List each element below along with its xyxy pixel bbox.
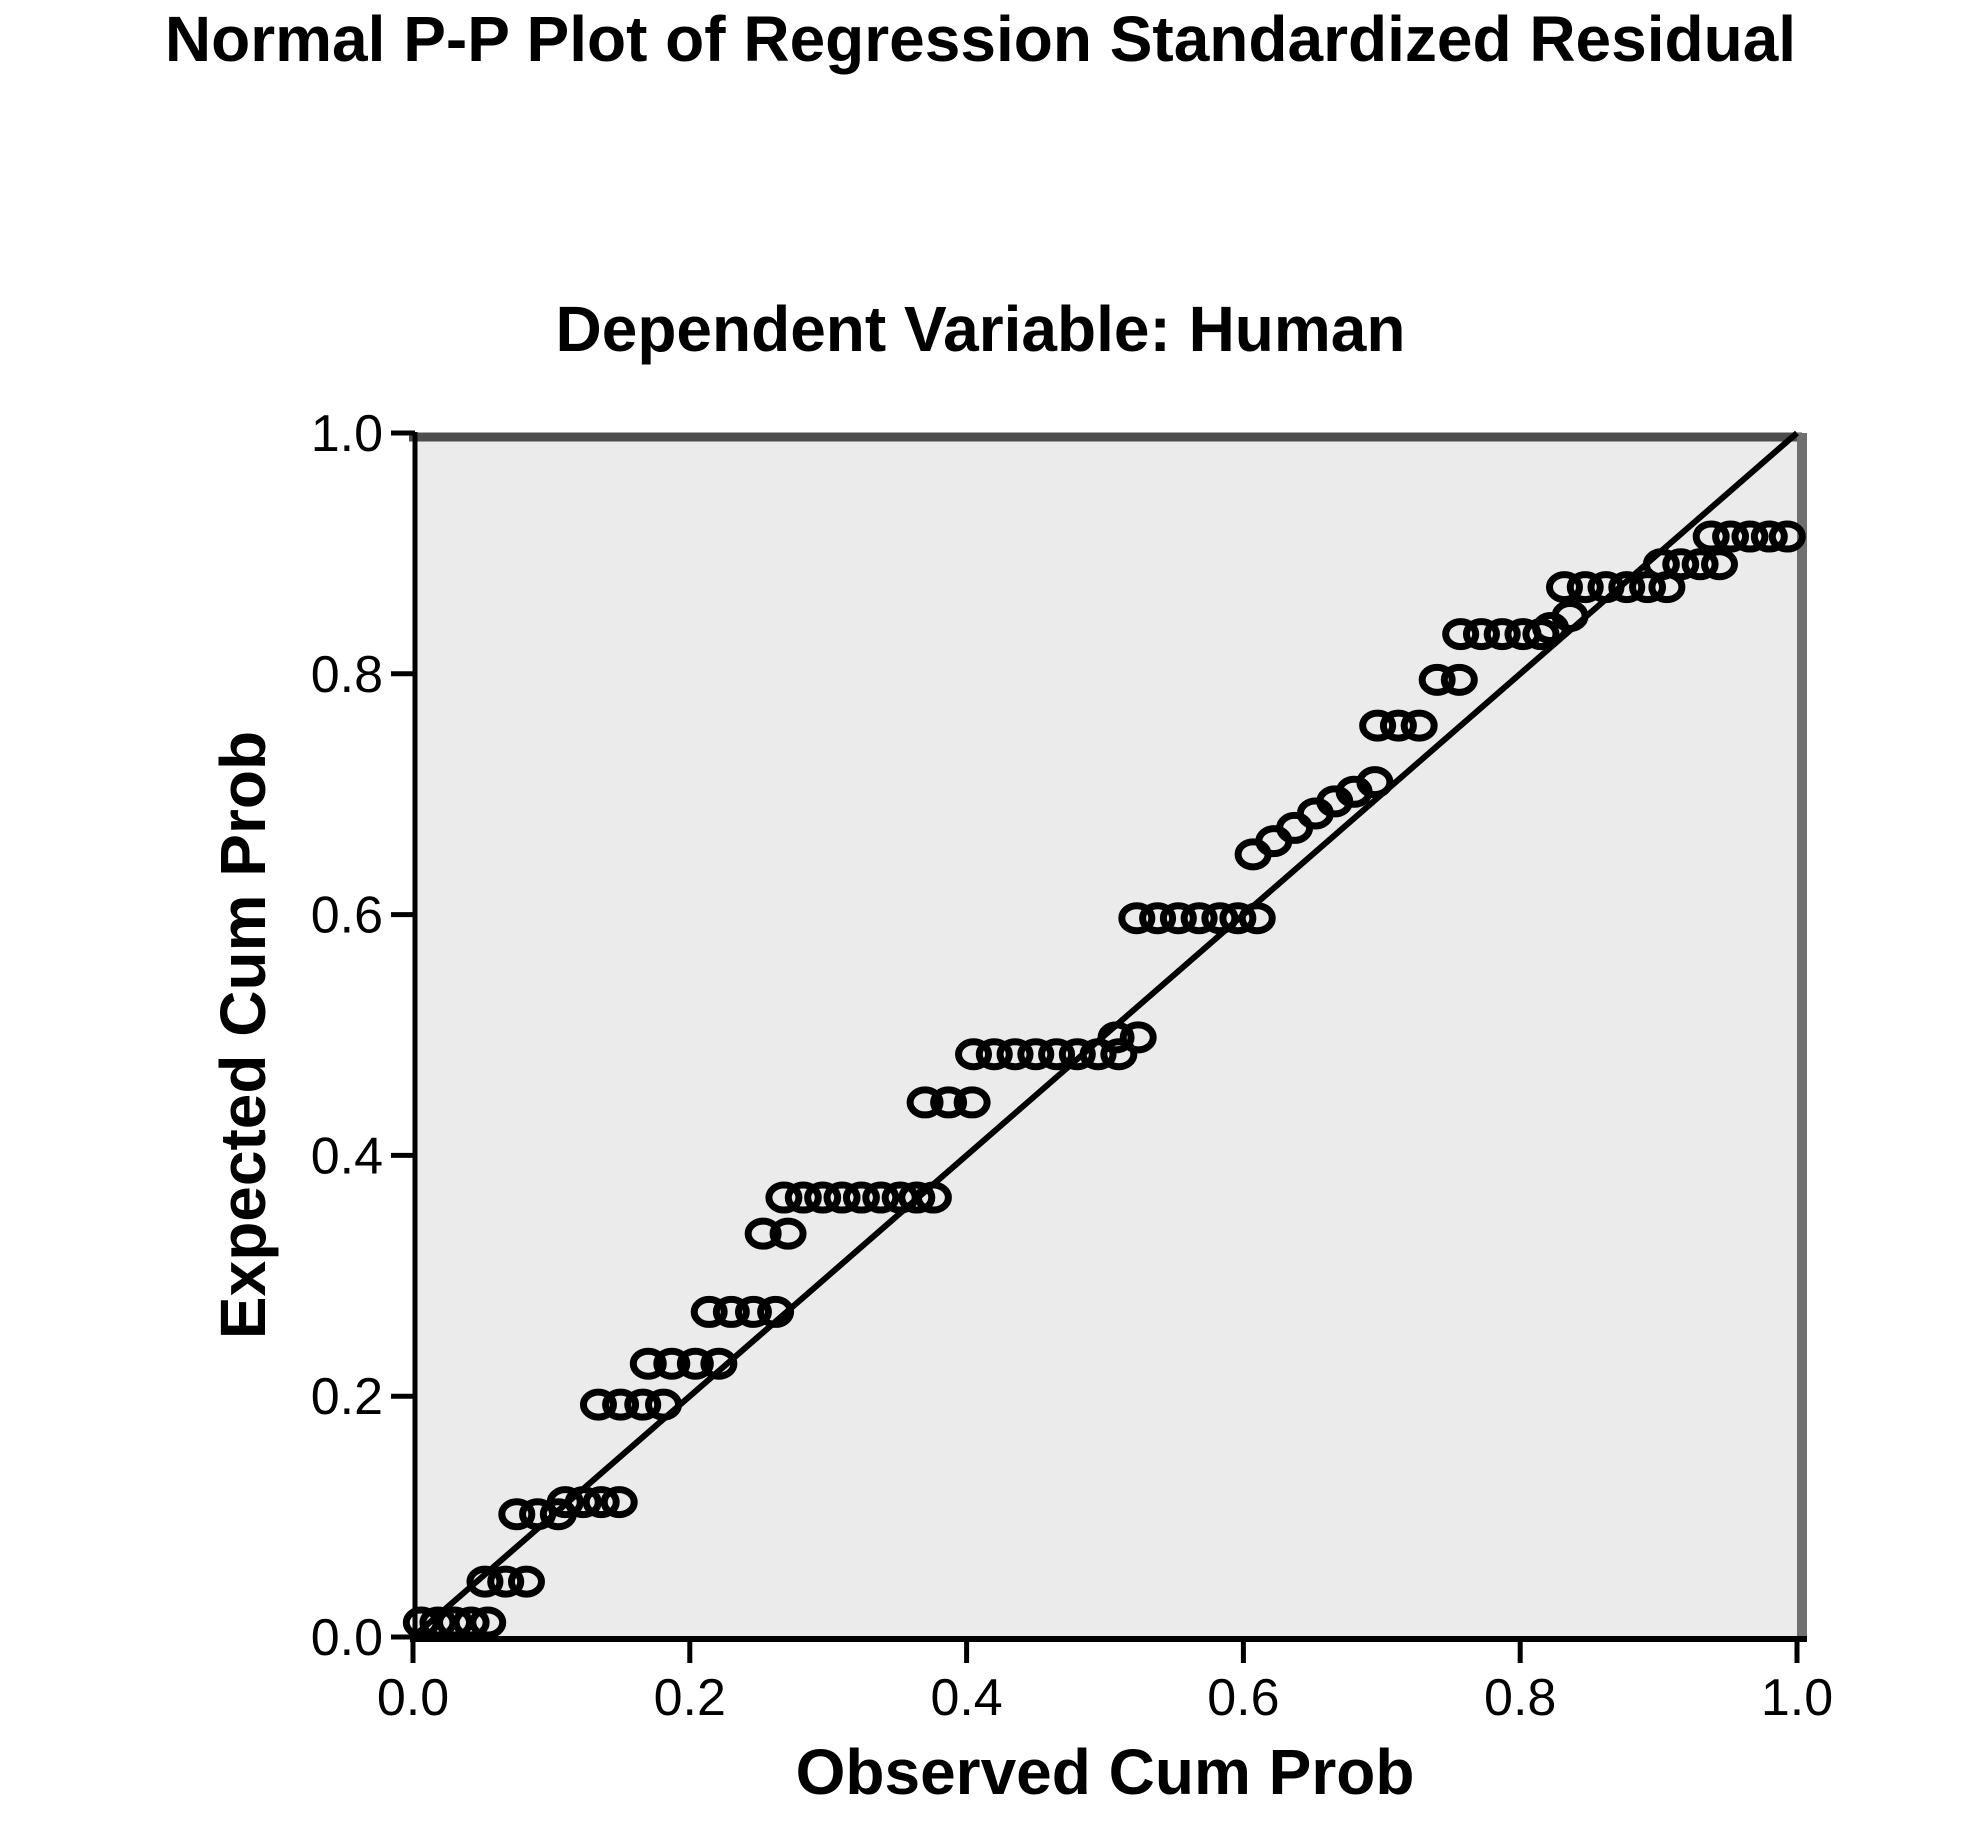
data-point-marker	[914, 1181, 952, 1214]
data-point-marker	[1400, 709, 1438, 742]
data-point-marker	[1356, 766, 1394, 799]
y-tick-label: 0.6	[311, 887, 383, 945]
data-point-marker	[452, 1606, 490, 1639]
data-point-marker	[784, 1181, 822, 1214]
data-point-marker	[1731, 520, 1769, 553]
data-point-marker	[1440, 663, 1478, 696]
data-point-marker	[1545, 571, 1583, 604]
data-point-marker	[507, 1565, 545, 1598]
data-point-marker	[1097, 1021, 1135, 1054]
data-point-marker	[1359, 709, 1397, 742]
data-point-marker	[564, 1486, 602, 1519]
data-point-marker	[744, 1217, 782, 1250]
chart-subtitle: Dependent Variable: Human	[555, 293, 1406, 365]
data-point-marker	[1100, 1038, 1138, 1071]
data-point-marker	[624, 1388, 662, 1421]
data-point-marker	[1712, 520, 1750, 553]
data-point-marker	[1462, 618, 1500, 651]
data-point-marker	[1201, 902, 1239, 935]
data-point-marker	[1608, 571, 1646, 604]
data-point-marker	[769, 1217, 807, 1250]
data-point-marker	[975, 1038, 1013, 1071]
data-point-marker	[953, 1086, 991, 1119]
data-point-marker	[498, 1498, 536, 1531]
data-point-marker	[930, 1086, 968, 1119]
data-point-marker	[757, 1295, 795, 1328]
data-point-marker	[1442, 618, 1480, 651]
data-point-marker	[1551, 600, 1589, 633]
data-point-marker	[823, 1181, 861, 1214]
data-point-marker	[906, 1086, 944, 1119]
data-point-marker	[579, 1388, 617, 1421]
data-point-marker	[653, 1347, 691, 1380]
data-point-marker	[1700, 548, 1738, 581]
data-point-marker	[645, 1388, 683, 1421]
data-point-marker	[1692, 520, 1730, 553]
data-point-marker	[466, 1565, 504, 1598]
y-tick-label: 0.2	[311, 1368, 383, 1426]
data-point-marker	[1418, 663, 1456, 696]
x-tick-label: 1.0	[1761, 1669, 1833, 1727]
data-point-marker	[842, 1181, 880, 1214]
data-point-marker	[996, 1038, 1034, 1071]
data-point-marker	[1079, 1038, 1117, 1071]
data-point-marker	[487, 1565, 525, 1598]
y-tick-label: 0.4	[311, 1127, 383, 1185]
x-axis-label: Observed Cum Prob	[795, 1736, 1415, 1808]
data-point-marker	[1219, 902, 1257, 935]
data-point-marker	[765, 1181, 803, 1214]
y-tick-label: 1.0	[311, 405, 383, 463]
data-point-marker	[862, 1181, 900, 1214]
data-point-marker	[1587, 571, 1625, 604]
x-tick-label: 0.4	[930, 1669, 1002, 1727]
data-point-marker	[1119, 1021, 1157, 1054]
data-point-marker	[469, 1606, 507, 1639]
data-point-marker	[1159, 902, 1197, 935]
data-point-marker	[519, 1498, 557, 1531]
data-point-marker	[1238, 902, 1276, 935]
data-point-marker	[734, 1295, 772, 1328]
y-tick-label: 0.8	[311, 646, 383, 704]
x-tick-label: 0.0	[377, 1669, 449, 1727]
data-point-marker	[1681, 548, 1719, 581]
data-point-marker	[1566, 571, 1604, 604]
data-point-marker	[1750, 520, 1788, 553]
data-point-marker	[898, 1181, 936, 1214]
data-point-marker	[1058, 1038, 1096, 1071]
data-point-marker	[1139, 902, 1177, 935]
data-point-marker	[582, 1486, 620, 1519]
data-point-marker	[602, 1388, 640, 1421]
data-point-marker	[1118, 902, 1156, 935]
x-tick-label: 0.8	[1484, 1669, 1556, 1727]
chart-title: Normal P-P Plot of Regression Standardiz…	[164, 3, 1797, 75]
data-point-marker	[546, 1486, 584, 1519]
data-point-marker	[700, 1347, 738, 1380]
x-tick-label: 0.2	[654, 1669, 726, 1727]
data-point-marker	[600, 1486, 638, 1519]
data-point-marker	[712, 1295, 750, 1328]
data-point-marker	[804, 1181, 842, 1214]
data-point-marker	[1483, 618, 1521, 651]
x-tick-label: 0.6	[1207, 1669, 1279, 1727]
data-point-marker	[690, 1295, 728, 1328]
data-point-marker	[1642, 548, 1680, 581]
data-point-marker	[1017, 1038, 1055, 1071]
data-point-marker	[676, 1347, 714, 1380]
data-point-marker	[1768, 520, 1806, 553]
y-tick-label: 0.0	[311, 1609, 383, 1667]
data-point-marker	[1038, 1038, 1076, 1071]
data-point-marker	[1379, 709, 1417, 742]
data-point-marker	[629, 1347, 667, 1380]
data-point-marker	[1180, 902, 1218, 935]
data-point-marker	[955, 1038, 993, 1071]
data-point-marker	[1662, 548, 1700, 581]
